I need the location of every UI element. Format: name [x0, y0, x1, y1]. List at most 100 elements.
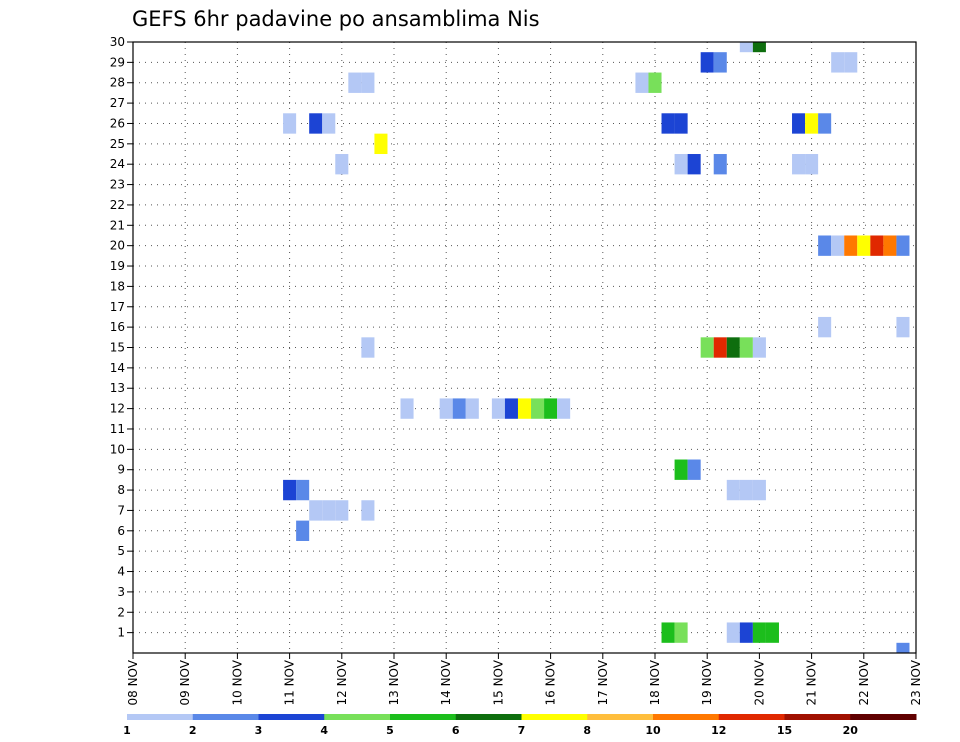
- x-axis-ticks: 08 NOV 09 NOV 10 NOV 11 NOV 12 NOV 13 NOV 14 N…: [126, 653, 923, 706]
- colorbar-label: 20: [843, 724, 859, 737]
- precip-cell: [726, 622, 740, 643]
- colorbar-label: 8: [583, 724, 591, 737]
- precip-cell: [635, 72, 649, 93]
- precip-cell: [674, 459, 688, 480]
- precip-cell: [792, 154, 806, 175]
- precip-cell: [726, 479, 740, 501]
- y-tick-label: 29: [110, 55, 125, 69]
- precip-cell: [361, 337, 375, 358]
- precip-cell: [283, 113, 297, 134]
- colorbar-label: 6: [452, 724, 460, 737]
- x-tick-label: 17 NOV: [596, 659, 610, 705]
- precip-cell: [309, 500, 323, 521]
- precip-cell: [309, 113, 323, 134]
- colorbar: 1 2 3 4 5 6 7 8 10 12 15 20: [123, 714, 917, 737]
- y-tick-label: 22: [110, 198, 125, 212]
- precip-cell: [517, 398, 532, 419]
- x-tick-label: 13 NOV: [387, 659, 401, 705]
- precip-cell: [831, 52, 845, 73]
- precip-cell: [674, 113, 688, 134]
- y-tick-label: 8: [117, 483, 125, 497]
- precip-cell: [831, 235, 845, 256]
- y-tick-label: 20: [110, 239, 125, 253]
- precip-cell: [896, 642, 910, 653]
- y-tick-label: 3: [117, 585, 125, 599]
- y-axis-ticks: 1234567891011121314151617181920212223242…: [110, 35, 133, 640]
- colorbar-label: 2: [189, 724, 197, 737]
- precip-cell: [661, 622, 675, 643]
- y-tick-label: 1: [117, 626, 125, 640]
- precip-cell: [752, 337, 766, 358]
- precip-cell: [844, 235, 858, 256]
- precip-cell: [674, 622, 688, 643]
- colorbar-swatch: [521, 714, 588, 720]
- precip-cell: [700, 52, 714, 73]
- y-tick-label: 28: [110, 76, 125, 90]
- y-tick-label: 16: [110, 320, 125, 334]
- y-tick-label: 26: [110, 116, 125, 130]
- y-tick-label: 9: [117, 463, 125, 477]
- precip-cell: [687, 459, 701, 480]
- x-tick-label: 23 NOV: [909, 659, 923, 705]
- colorbar-label: 7: [518, 724, 526, 737]
- precip-cell: [661, 113, 675, 134]
- y-tick-label: 25: [110, 137, 125, 151]
- precip-cell: [504, 398, 518, 419]
- x-tick-label: 11 NOV: [283, 659, 297, 705]
- precip-cell: [752, 622, 766, 643]
- colorbar-label: 1: [123, 724, 131, 737]
- precip-cell: [361, 500, 375, 521]
- x-tick-label: 08 NOV: [126, 659, 140, 705]
- x-tick-label: 15 NOV: [491, 659, 505, 705]
- precip-cell: [452, 398, 466, 419]
- y-tick-label: 18: [110, 279, 125, 293]
- colorbar-label: 15: [777, 724, 792, 737]
- colorbar-swatch: [850, 714, 917, 720]
- colorbar-swatch: [258, 714, 325, 720]
- y-tick-label: 2: [117, 605, 125, 619]
- colorbar-label: 4: [320, 724, 328, 737]
- precip-cell: [805, 113, 819, 134]
- precip-cell: [557, 398, 571, 419]
- x-tick-label: 16 NOV: [544, 659, 558, 705]
- y-tick-label: 19: [110, 259, 125, 273]
- precip-cell: [713, 52, 727, 73]
- precip-cell: [818, 316, 832, 338]
- precip-cell: [348, 72, 362, 93]
- precip-cell: [896, 316, 910, 338]
- precip-cell: [400, 398, 414, 419]
- precip-cell: [739, 42, 753, 53]
- chart-title: GEFS 6hr padavine po ansamblima Nis: [132, 7, 540, 31]
- precip-cell: [322, 113, 336, 134]
- y-tick-label: 30: [110, 35, 125, 49]
- x-tick-label: 19 NOV: [700, 659, 714, 705]
- precip-cell: [844, 52, 858, 73]
- y-tick-label: 21: [110, 218, 125, 232]
- precip-cell: [805, 154, 819, 175]
- precip-cell: [792, 113, 806, 134]
- colorbar-label: 12: [711, 724, 726, 737]
- colorbar-swatch: [127, 714, 194, 720]
- y-tick-label: 4: [117, 565, 125, 579]
- x-tick-label: 18 NOV: [648, 659, 662, 705]
- colorbar-swatch: [324, 714, 391, 720]
- y-tick-label: 12: [110, 402, 125, 416]
- precip-cell: [361, 72, 375, 93]
- precip-cell: [700, 337, 714, 358]
- precip-cell: [296, 479, 310, 501]
- y-tick-label: 10: [110, 442, 125, 456]
- x-tick-label: 14 NOV: [439, 659, 453, 705]
- precip-cell: [465, 398, 479, 419]
- colorbar-swatch: [455, 714, 522, 720]
- precip-cell: [883, 235, 897, 256]
- y-tick-label: 13: [110, 381, 125, 395]
- y-tick-label: 6: [117, 524, 125, 538]
- precip-cell: [439, 398, 453, 419]
- precip-cell: [335, 154, 349, 175]
- precip-cell: [739, 337, 753, 358]
- colorbar-label: 10: [645, 724, 661, 737]
- y-tick-label: 17: [110, 300, 125, 314]
- precip-cell: [739, 479, 753, 501]
- precip-cell: [531, 398, 545, 419]
